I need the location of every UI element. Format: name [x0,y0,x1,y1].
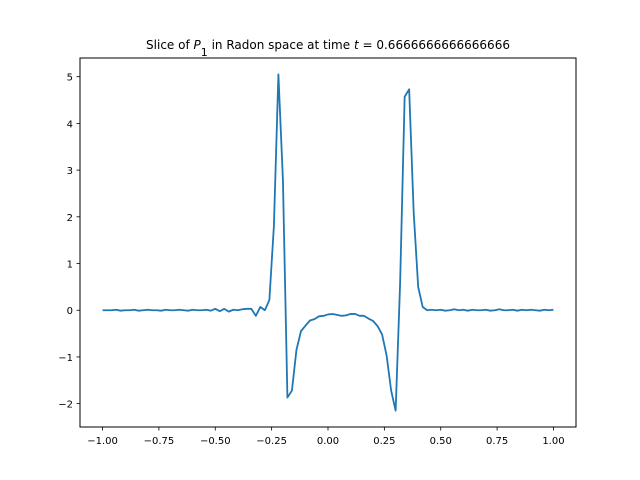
y-tick-label: −2 [58,400,73,411]
x-tick-label: 0.50 [430,436,452,447]
y-tick-label: 1 [67,260,73,271]
y-tick-label: 0 [67,306,73,317]
title-subscript: 1 [201,46,208,59]
y-axis-ticks: −2 −1 0 1 2 3 4 5 [58,73,80,411]
x-tick-label: −1.00 [87,436,118,447]
y-tick-label: −1 [58,353,73,364]
x-tick-label: −0.50 [200,436,231,447]
chart-title: Slice of P1 in Radon space at time t = 0… [146,38,510,59]
y-tick-label: 5 [67,73,73,84]
x-tick-label: 0.00 [317,436,339,447]
x-tick-label: 0.25 [373,436,395,447]
x-tick-label: −0.75 [144,436,175,447]
y-tick-label: 4 [67,119,73,130]
title-variable: t [354,38,360,52]
y-tick-label: 2 [67,213,73,224]
title-symbol: P [194,38,202,52]
x-tick-label: −0.25 [256,436,287,447]
title-middle: in Radon space at time [208,38,354,52]
title-prefix: Slice of [146,38,193,52]
title-value: = 0.6666666666666666 [359,38,510,52]
axes-frame [79,57,577,428]
x-tick-label: 0.75 [486,436,508,447]
series-line [102,73,554,412]
x-axis-ticks: −1.00 −0.75 −0.50 −0.25 0.00 0.25 0.50 0.75 1.00 [87,427,565,447]
y-tick-label: 3 [67,166,73,177]
x-tick-label: 1.00 [542,436,564,447]
series-layer [102,73,554,412]
